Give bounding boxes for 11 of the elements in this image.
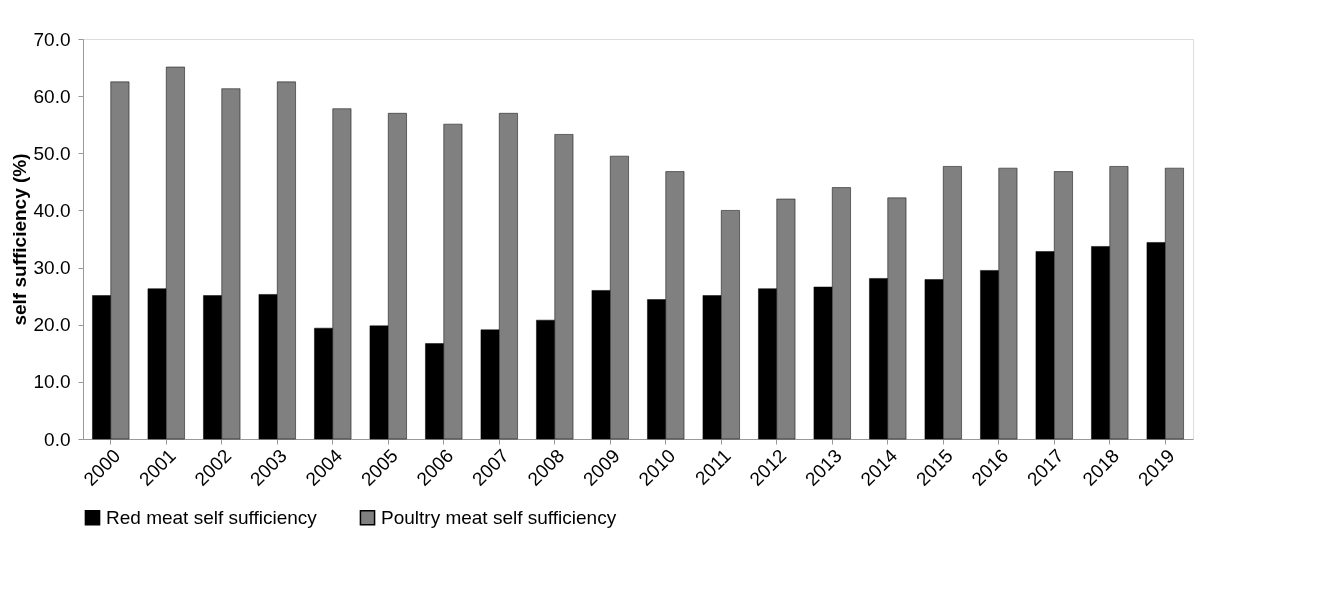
y-tick-label: 40.0: [33, 199, 71, 221]
y-axis-title: self sufficiency (%): [8, 153, 30, 326]
y-tick-label: 70.0: [33, 28, 71, 50]
y-tick-label: 20.0: [33, 314, 71, 336]
y-tick-label: 30.0: [33, 257, 71, 279]
legend-label: Red meat self sufficiency: [106, 506, 318, 528]
y-tick-label: 60.0: [33, 85, 71, 107]
y-tick-label: 10.0: [33, 371, 71, 393]
y-tick-label: 0.0: [44, 428, 71, 450]
legend-label: Poultry meat self sufficiency: [381, 506, 617, 528]
y-tick-label: 50.0: [33, 142, 71, 164]
